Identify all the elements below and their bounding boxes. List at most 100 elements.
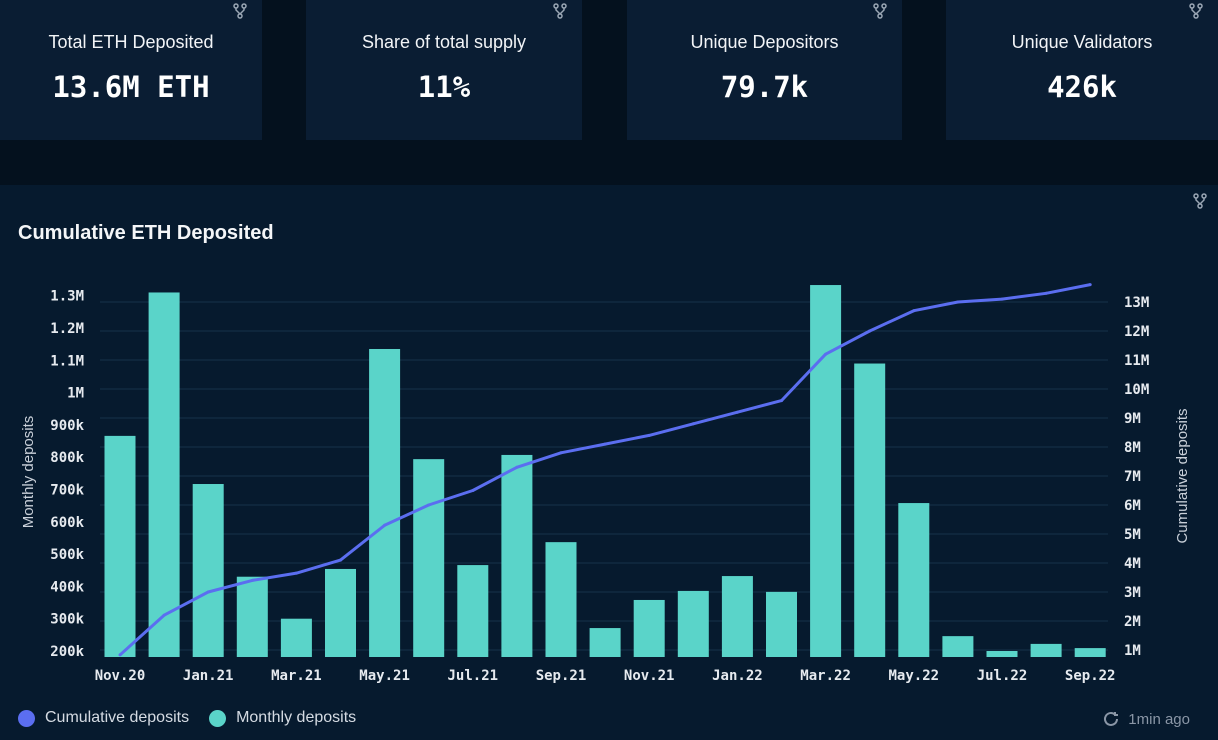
stat-card-share: Share of total supply 11% [306, 0, 582, 140]
y-tick-label: 800k [50, 450, 84, 466]
x-tick-label: Jul.21 [448, 668, 499, 684]
cumulative-point-Jan.22 [735, 410, 739, 414]
bar-May.21 [369, 348, 401, 657]
cumulative-point-Jun.22 [956, 300, 960, 304]
y-tick-label: 400k [50, 579, 84, 595]
y-tick-label: 500k [50, 547, 84, 563]
y2-tick-label: 13M [1124, 295, 1149, 311]
y2-tick-label: 8M [1124, 440, 1141, 456]
card-value: 13.6M ETH [52, 70, 210, 104]
y2-tick-label: 5M [1124, 527, 1141, 543]
y-tick-label: 600k [50, 515, 84, 531]
y-tick-label: 1.2M [50, 321, 84, 337]
bar-Sep.22 [1074, 648, 1106, 657]
legend-swatch [209, 709, 227, 727]
bar-Feb.21 [236, 576, 268, 657]
last-updated: 1min ago [1102, 710, 1190, 728]
bar-Dec.20 [148, 292, 180, 657]
stat-card-depositors: Unique Depositors 79.7k [627, 0, 902, 140]
bar-Dec.21 [677, 590, 709, 657]
cumulative-point-Oct.21 [603, 442, 607, 446]
stat-card-total-eth: Total ETH Deposited 13.6M ETH [0, 0, 262, 140]
bar-Feb.22 [766, 591, 797, 657]
cumulative-point-Dec.21 [691, 422, 695, 426]
bar-Aug.21 [501, 454, 533, 657]
fork-icon[interactable] [1188, 3, 1204, 19]
cumulative-point-Jan.21 [206, 590, 210, 594]
x-tick-label: Mar.21 [271, 668, 322, 684]
legend: Cumulative deposits Monthly deposits [18, 709, 376, 727]
y2-tick-label: 2M [1124, 614, 1141, 630]
x-tick-label: Jan.22 [712, 668, 763, 684]
refresh-clock-icon[interactable] [1102, 710, 1120, 728]
card-value: 426k [1047, 70, 1117, 104]
cumulative-point-Aug.21 [515, 465, 519, 469]
stat-card-validators: Unique Validators 426k [946, 0, 1218, 140]
card-title: Total ETH Deposited [48, 32, 214, 52]
y2-tick-label: 6M [1124, 498, 1141, 514]
bar-Apr.21 [325, 568, 356, 657]
bar-Nov.20 [104, 435, 136, 657]
cumulative-point-Apr.22 [868, 329, 872, 333]
bar-Mar.22 [810, 285, 842, 657]
bar-Apr.22 [854, 363, 886, 657]
fork-icon[interactable] [872, 3, 888, 19]
card-value: 79.7k [720, 70, 809, 104]
fork-icon[interactable] [232, 3, 248, 19]
x-tick-label: Sep.22 [1065, 668, 1116, 684]
updated-text: 1min ago [1128, 710, 1190, 728]
y2-tick-label: 3M [1124, 585, 1141, 601]
card-title: Unique Validators [1011, 32, 1153, 52]
y2-axis-title: Cumulative deposits [1174, 408, 1191, 543]
bar-Sep.21 [545, 542, 577, 657]
legend-swatch [18, 709, 35, 727]
cumulative-point-Aug.22 [1044, 291, 1048, 295]
fork-icon[interactable] [552, 3, 568, 19]
legend-item-monthly[interactable]: Monthly deposits [209, 709, 356, 727]
cumulative-point-Nov.21 [647, 433, 651, 437]
x-tick-label: Jan.21 [183, 668, 234, 684]
cumulative-point-Jun.21 [427, 503, 431, 507]
x-tick-label: Nov.20 [95, 668, 146, 684]
y2-tick-label: 7M [1124, 469, 1141, 485]
legend-label: Cumulative deposits [45, 709, 190, 726]
y-tick-label: 1.1M [50, 353, 84, 369]
x-tick-label: Jul.22 [977, 668, 1028, 684]
bar-Jun.22 [942, 636, 974, 657]
cumulative-point-May.21 [383, 523, 387, 527]
bar-Aug.22 [1030, 643, 1062, 657]
y-tick-label: 300k [50, 612, 84, 628]
cumulative-point-Jul.21 [471, 489, 475, 492]
x-tick-label: May.21 [359, 668, 410, 684]
bar-Mar.21 [280, 618, 312, 657]
bar-Jul.21 [457, 565, 489, 657]
y2-tick-label: 11M [1124, 353, 1149, 369]
y-tick-label: 1.3M [50, 289, 84, 305]
bar-Jan.21 [192, 484, 224, 657]
cumulative-point-Dec.20 [162, 613, 166, 617]
y-tick-label: 1M [67, 386, 84, 402]
cumulative-point-Jul.22 [1000, 297, 1004, 301]
chart-title: Cumulative ETH Deposited [18, 222, 274, 244]
y-tick-label: 200k [50, 644, 84, 660]
bar-May.22 [898, 503, 930, 657]
x-tick-label: Sep.21 [536, 668, 587, 684]
cumulative-point-Mar.21 [294, 571, 298, 575]
legend-item-cumulative[interactable]: Cumulative deposits [18, 709, 189, 727]
cumulative-point-Apr.21 [339, 558, 342, 562]
bar-Oct.21 [589, 628, 621, 657]
card-title: Unique Depositors [690, 32, 839, 52]
bar-Jul.22 [986, 651, 1018, 657]
fork-icon[interactable] [1192, 193, 1208, 209]
card-title: Share of total supply [361, 32, 527, 52]
bar-Jun.21 [413, 459, 445, 657]
cumulative-point-May.22 [912, 309, 916, 313]
y-tick-label: 900k [50, 418, 84, 434]
cumulative-point-Mar.22 [824, 352, 828, 356]
y-axis-title: Monthly deposits [20, 416, 37, 529]
x-tick-label: Mar.22 [800, 668, 851, 684]
y2-tick-label: 9M [1124, 411, 1141, 427]
y2-tick-label: 10M [1124, 382, 1149, 398]
bar-Jan.22 [721, 576, 753, 657]
